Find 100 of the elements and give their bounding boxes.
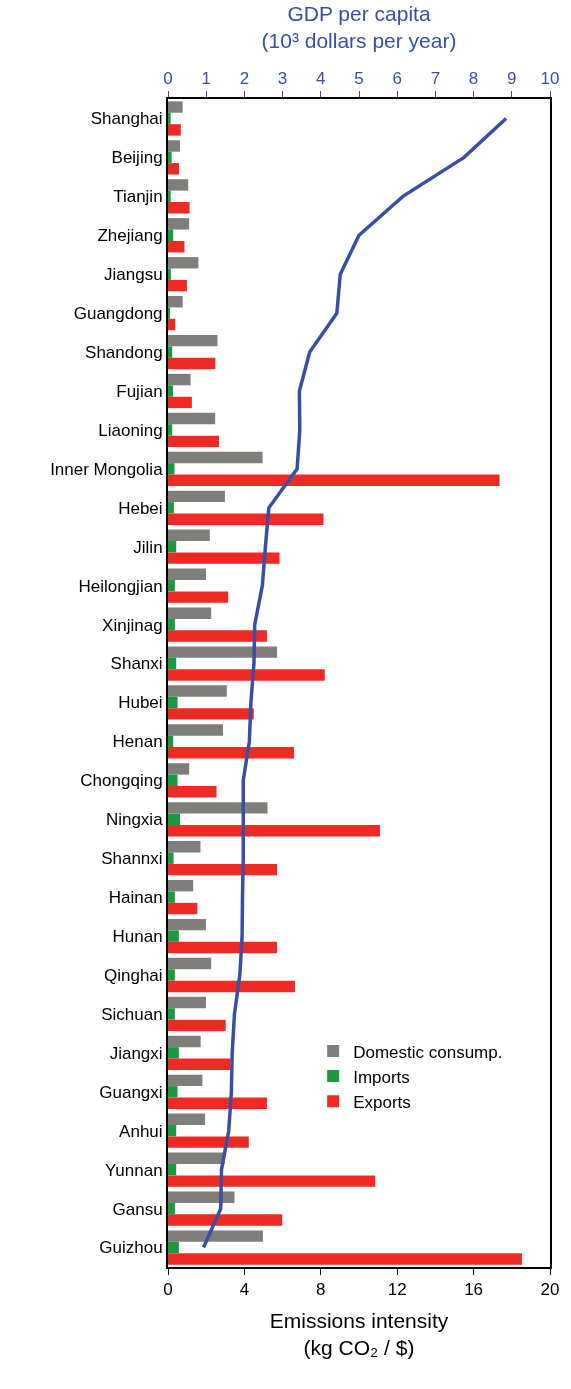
bar — [168, 696, 178, 709]
bar — [168, 941, 278, 954]
bar — [168, 140, 181, 152]
y-tick-label: Sichuan — [101, 1004, 163, 1024]
bar — [168, 268, 171, 280]
bar — [168, 412, 216, 425]
bar — [168, 1113, 206, 1126]
bar — [168, 296, 183, 308]
bar — [168, 568, 207, 580]
x-tick-label: 16 — [464, 1280, 484, 1300]
y-tick-label: Chongqing — [80, 771, 163, 791]
bar — [168, 541, 177, 553]
x-tick-label: 0 — [163, 1280, 173, 1300]
y-tick-label: Anhui — [119, 1121, 163, 1141]
y-tick-label: Gansu — [112, 1199, 163, 1219]
y-tick-label: Jilin — [133, 537, 163, 557]
bar — [168, 735, 174, 748]
bar — [168, 190, 171, 203]
x-tick-label: 12 — [387, 1280, 407, 1300]
x2-tick-label: 1 — [201, 69, 211, 89]
legend-label: Domestic consump. — [353, 1042, 503, 1062]
y-tick-label: Hunan — [112, 927, 163, 947]
y-tick-label: Henan — [112, 732, 163, 752]
bar — [168, 513, 324, 525]
bar — [168, 1214, 283, 1226]
bar — [168, 852, 174, 864]
bar — [168, 747, 295, 759]
bar — [168, 763, 190, 775]
y-tick-label: Fujian — [116, 381, 163, 401]
bar — [168, 646, 278, 658]
bar — [168, 591, 229, 603]
bar — [168, 451, 263, 464]
bar — [168, 618, 175, 631]
bar — [168, 1008, 175, 1020]
bar — [168, 1058, 231, 1070]
bar — [168, 101, 183, 113]
bar — [168, 957, 212, 970]
bar — [168, 918, 207, 931]
y-tick-label: Heilongjian — [78, 576, 163, 596]
x2-tick-label: 2 — [239, 69, 250, 89]
bar — [168, 502, 174, 514]
bar — [168, 1097, 267, 1109]
x2-tick-label: 10 — [540, 69, 560, 89]
bar — [168, 334, 218, 347]
y-tick-label: Hebei — [118, 498, 163, 518]
y-tick-label: Guizhou — [99, 1238, 163, 1258]
bar — [168, 1152, 225, 1164]
bar — [168, 1035, 201, 1048]
bar — [168, 218, 190, 230]
bar — [168, 229, 174, 241]
bar — [168, 1074, 203, 1087]
bar — [168, 980, 296, 993]
y-tick-label: Hubei — [118, 693, 163, 713]
bar — [168, 151, 172, 164]
x2-tick-label: 3 — [277, 69, 288, 89]
y-tick-label: Shannxi — [101, 849, 163, 869]
bar — [168, 630, 267, 642]
legend-label: Imports — [353, 1067, 410, 1087]
bar — [168, 163, 180, 175]
bar — [168, 279, 187, 292]
bar — [168, 969, 175, 981]
bar — [168, 396, 192, 409]
y-tick-label: Shandong — [85, 343, 163, 363]
y-tick-label: Guangxi — [99, 1082, 163, 1102]
bar — [168, 786, 217, 798]
x2-axis-title: GDP per capita (10³ dollars per year) — [261, 1, 457, 52]
bar — [168, 1191, 235, 1203]
y-tick-label: Jiangxi — [109, 1043, 163, 1063]
y-tick-label: Qinghai — [103, 965, 163, 985]
bar — [168, 179, 189, 191]
bar — [168, 346, 173, 358]
x-tick-label: 20 — [540, 1280, 560, 1300]
bar — [168, 1241, 179, 1254]
y-tick-label: Jiangsu — [103, 265, 163, 285]
bar — [168, 463, 175, 475]
bar — [168, 552, 280, 564]
x2-tick-label: 4 — [316, 69, 326, 89]
y-tick-label: Liaoning — [98, 420, 163, 440]
x2-tick-label: 8 — [468, 69, 479, 89]
bar — [168, 357, 216, 370]
bar — [168, 607, 212, 619]
legend-label: Exports — [353, 1092, 411, 1112]
bar — [168, 802, 268, 814]
y-tick-label: Guangdong — [73, 304, 163, 324]
bar — [168, 202, 190, 214]
x2-tick-label: 9 — [507, 69, 517, 89]
bar — [168, 824, 381, 837]
bar — [168, 385, 173, 397]
bar — [168, 1230, 263, 1242]
bar — [168, 240, 185, 253]
bar — [168, 529, 210, 542]
x-tick-label: 4 — [239, 1280, 250, 1300]
bar — [168, 1202, 175, 1215]
y-tick-label: Yunnan — [104, 1160, 163, 1180]
bar — [168, 424, 173, 436]
x2-tick-label: 5 — [354, 69, 364, 89]
bar — [168, 996, 207, 1009]
bar — [168, 1125, 177, 1137]
bar — [168, 930, 179, 942]
x-axis-title: Emissions intensity (kg CO₂ / $) — [269, 1309, 449, 1360]
